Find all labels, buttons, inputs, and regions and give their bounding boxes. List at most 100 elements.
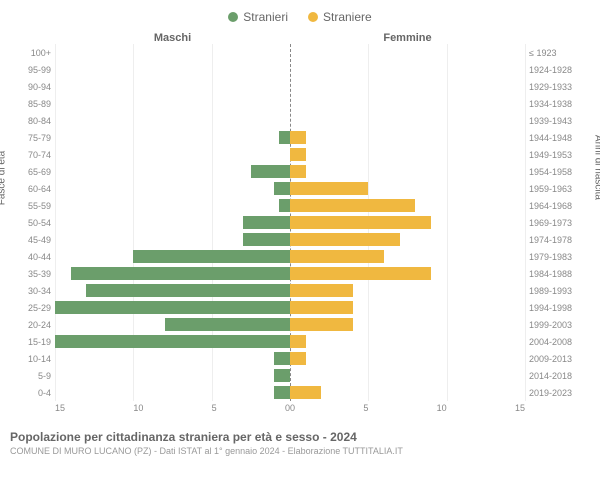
chart-row: 20-241999-2003 xyxy=(10,316,590,333)
birth-year-label: 1984-1988 xyxy=(525,269,590,279)
birth-year-label: 2009-2013 xyxy=(525,354,590,364)
age-label: 95-99 xyxy=(10,65,55,75)
birth-year-label: 1999-2003 xyxy=(525,320,590,330)
age-label: 100+ xyxy=(10,48,55,58)
bar-female xyxy=(290,267,431,280)
bar-female xyxy=(290,335,306,348)
bar-male xyxy=(279,131,290,144)
bar-female xyxy=(290,131,306,144)
chart-row: 25-29 1994-1998 xyxy=(10,299,590,316)
x-axis: 051015 051015 xyxy=(10,403,590,413)
age-label: 65-69 xyxy=(10,167,55,177)
chart-row: 85-89 1934-1938 xyxy=(10,95,590,112)
age-label: 40-44 xyxy=(10,252,55,262)
chart-subtitle: COMUNE DI MURO LUCANO (PZ) - Dati ISTAT … xyxy=(10,446,590,456)
x-tick: 10 xyxy=(437,403,447,413)
legend-label-male: Stranieri xyxy=(243,10,288,24)
column-headers: Maschi Femmine xyxy=(10,32,590,44)
birth-year-label: 1964-1968 xyxy=(525,201,590,211)
birth-year-label: 1954-1958 xyxy=(525,167,590,177)
age-label: 50-54 xyxy=(10,218,55,228)
age-label: 75-79 xyxy=(10,133,55,143)
birth-year-label: 2014-2018 xyxy=(525,371,590,381)
bar-male xyxy=(86,284,290,297)
bar-male xyxy=(55,335,290,348)
birth-year-label: 2004-2008 xyxy=(525,337,590,347)
age-label: 35-39 xyxy=(10,269,55,279)
chart-row: 100+ ≤ 1923 xyxy=(10,44,590,61)
bar-male xyxy=(243,233,290,246)
x-tick: 15 xyxy=(515,403,525,413)
legend-dot-female xyxy=(308,12,318,22)
chart-row: 10-14 2009-2013 xyxy=(10,350,590,367)
age-label: 85-89 xyxy=(10,99,55,109)
chart-rows: 100+ ≤ 1923 95-99 1924-1928 90-94 1929-1933 85… xyxy=(10,44,590,401)
birth-year-label: 1974-1978 xyxy=(525,235,590,245)
age-label: 70-74 xyxy=(10,150,55,160)
header-female: Femmine xyxy=(290,32,525,44)
bar-male xyxy=(251,165,290,178)
chart-row: 0-42019-2023 xyxy=(10,384,590,401)
bar-male xyxy=(165,318,290,331)
chart-row: 70-74 1949-1953 xyxy=(10,146,590,163)
y-axis-label-left: Fasce di età xyxy=(0,151,8,205)
birth-year-label: 2019-2023 xyxy=(525,388,590,398)
age-label: 90-94 xyxy=(10,82,55,92)
age-label: 60-64 xyxy=(10,184,55,194)
age-label: 30-34 xyxy=(10,286,55,296)
birth-year-label: 1929-1933 xyxy=(525,82,590,92)
x-ticks-right: 051015 xyxy=(290,403,525,413)
bar-male xyxy=(274,386,290,399)
chart-row: 40-44 1979-1983 xyxy=(10,248,590,265)
x-tick: 5 xyxy=(212,403,217,413)
footer: Popolazione per cittadinanza straniera p… xyxy=(10,430,590,456)
chart-row: 15-19 2004-2008 xyxy=(10,333,590,350)
age-label: 10-14 xyxy=(10,354,55,364)
bar-female xyxy=(290,216,431,229)
bar-male xyxy=(274,352,290,365)
bar-female xyxy=(290,148,306,161)
bar-male xyxy=(71,267,290,280)
age-label: 15-19 xyxy=(10,337,55,347)
bar-female xyxy=(290,199,415,212)
x-tick: 15 xyxy=(55,403,65,413)
bar-male xyxy=(279,199,290,212)
bar-female xyxy=(290,250,384,263)
x-tick: 10 xyxy=(133,403,143,413)
chart-row: 30-341989-1993 xyxy=(10,282,590,299)
legend-dot-male xyxy=(228,12,238,22)
chart-row: 45-49 1974-1978 xyxy=(10,231,590,248)
x-ticks-left: 051015 xyxy=(55,403,290,413)
chart-row: 50-54 1969-1973 xyxy=(10,214,590,231)
chart-row: 60-64 1959-1963 xyxy=(10,180,590,197)
y-axis-label-right: Anni di nascita xyxy=(593,135,600,200)
bar-female xyxy=(290,284,353,297)
legend: Stranieri Straniere xyxy=(10,10,590,24)
age-label: 5-9 xyxy=(10,371,55,381)
birth-year-label: ≤ 1923 xyxy=(525,48,590,58)
bar-male xyxy=(55,301,290,314)
birth-year-label: 1934-1938 xyxy=(525,99,590,109)
birth-year-label: 1924-1928 xyxy=(525,65,590,75)
legend-item-male: Stranieri xyxy=(228,10,288,24)
legend-label-female: Straniere xyxy=(323,10,372,24)
age-label: 45-49 xyxy=(10,235,55,245)
chart-title: Popolazione per cittadinanza straniera p… xyxy=(10,430,590,444)
birth-year-label: 1994-1998 xyxy=(525,303,590,313)
legend-item-female: Straniere xyxy=(308,10,372,24)
chart-row: 35-39 1984-1988 xyxy=(10,265,590,282)
birth-year-label: 1949-1953 xyxy=(525,150,590,160)
bar-male xyxy=(243,216,290,229)
birth-year-label: 1979-1983 xyxy=(525,252,590,262)
bar-female xyxy=(290,182,368,195)
chart-row: 95-99 1924-1928 xyxy=(10,61,590,78)
header-male: Maschi xyxy=(55,32,290,44)
age-label: 25-29 xyxy=(10,303,55,313)
age-label: 80-84 xyxy=(10,116,55,126)
birth-year-label: 1969-1973 xyxy=(525,218,590,228)
bar-female xyxy=(290,318,353,331)
bar-male xyxy=(274,369,290,382)
chart-row: 65-69 1954-1958 xyxy=(10,163,590,180)
chart-row: 90-94 1929-1933 xyxy=(10,78,590,95)
birth-year-label: 1959-1963 xyxy=(525,184,590,194)
